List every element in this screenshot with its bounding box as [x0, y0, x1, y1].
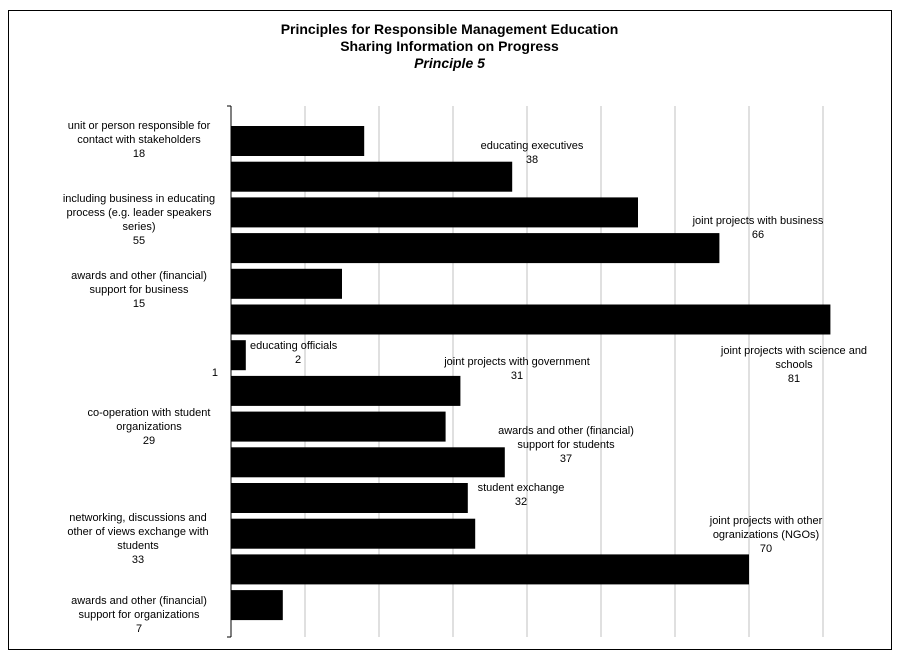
bar [231, 411, 446, 442]
data-label-text: ogranizations (NGOs) [713, 529, 819, 541]
axis-tick-label: 1 [212, 367, 218, 379]
data-label-text: schools [775, 359, 813, 371]
data-label-text: awards and other (financial) [71, 595, 207, 607]
data-label-text: joint projects with government [443, 356, 590, 368]
data-label-text: students [117, 540, 159, 552]
bar [231, 554, 749, 585]
data-label-text: awards and other (financial) [71, 270, 207, 282]
data-label-text: co-operation with student [88, 407, 211, 419]
data-label-text: joint projects with business [692, 215, 824, 227]
bar [231, 233, 720, 264]
bar [231, 197, 638, 228]
data-label-text: series) [122, 221, 155, 233]
bar [231, 447, 505, 478]
data-label-value: 70 [760, 543, 772, 555]
bar [231, 375, 461, 406]
bar [231, 340, 246, 371]
chart-subtitle: Sharing Information on Progress [340, 38, 559, 54]
data-label-value: 33 [132, 554, 144, 566]
data-label-value: 2 [295, 354, 301, 366]
data-label-text: educating executives [481, 140, 584, 152]
data-label-text: awards and other (financial) [498, 425, 634, 437]
data-label-text: networking, discussions and [69, 512, 207, 524]
data-label-text: support for business [89, 284, 189, 296]
data-label-value: 32 [515, 496, 527, 508]
data-label-text: unit or person responsible for [68, 120, 211, 132]
chart-title: Principles for Responsible Management Ed… [280, 21, 619, 37]
data-label-value: 29 [143, 435, 155, 447]
bar [231, 518, 476, 549]
data-label-text: joint projects with science and [720, 345, 867, 357]
data-label-text: support for organizations [78, 609, 200, 621]
chart-subtitle-principle: Principle 5 [414, 55, 485, 71]
data-label-value: 38 [526, 154, 538, 166]
data-label-text: organizations [116, 421, 182, 433]
data-label-text: contact with stakeholders [77, 134, 201, 146]
data-label-value: 15 [133, 298, 145, 310]
data-label-value: 55 [133, 235, 145, 247]
data-label-text: process (e.g. leader speakers [67, 207, 212, 219]
data-label-text: other of views exchange with [67, 526, 208, 538]
data-label-value: 37 [560, 453, 572, 465]
data-label-text: student exchange [478, 482, 565, 494]
data-label-text: including business in educating [63, 193, 215, 205]
data-label-text: educating officials [250, 340, 338, 352]
bar [231, 126, 365, 156]
bar [231, 161, 513, 192]
data-label-value: 81 [788, 373, 800, 385]
bar [231, 590, 283, 621]
data-label-value: 66 [752, 229, 764, 241]
data-label-text: support for students [517, 439, 615, 451]
data-label-value: 31 [511, 370, 523, 382]
data-label-text: joint projects with other [709, 515, 823, 527]
chart-title-block: Principles for Responsible Management Ed… [0, 21, 899, 72]
bar [231, 483, 468, 513]
data-label-value: 7 [136, 623, 142, 635]
bar [231, 268, 342, 299]
bar [231, 304, 831, 335]
data-label-value: 18 [133, 148, 145, 160]
